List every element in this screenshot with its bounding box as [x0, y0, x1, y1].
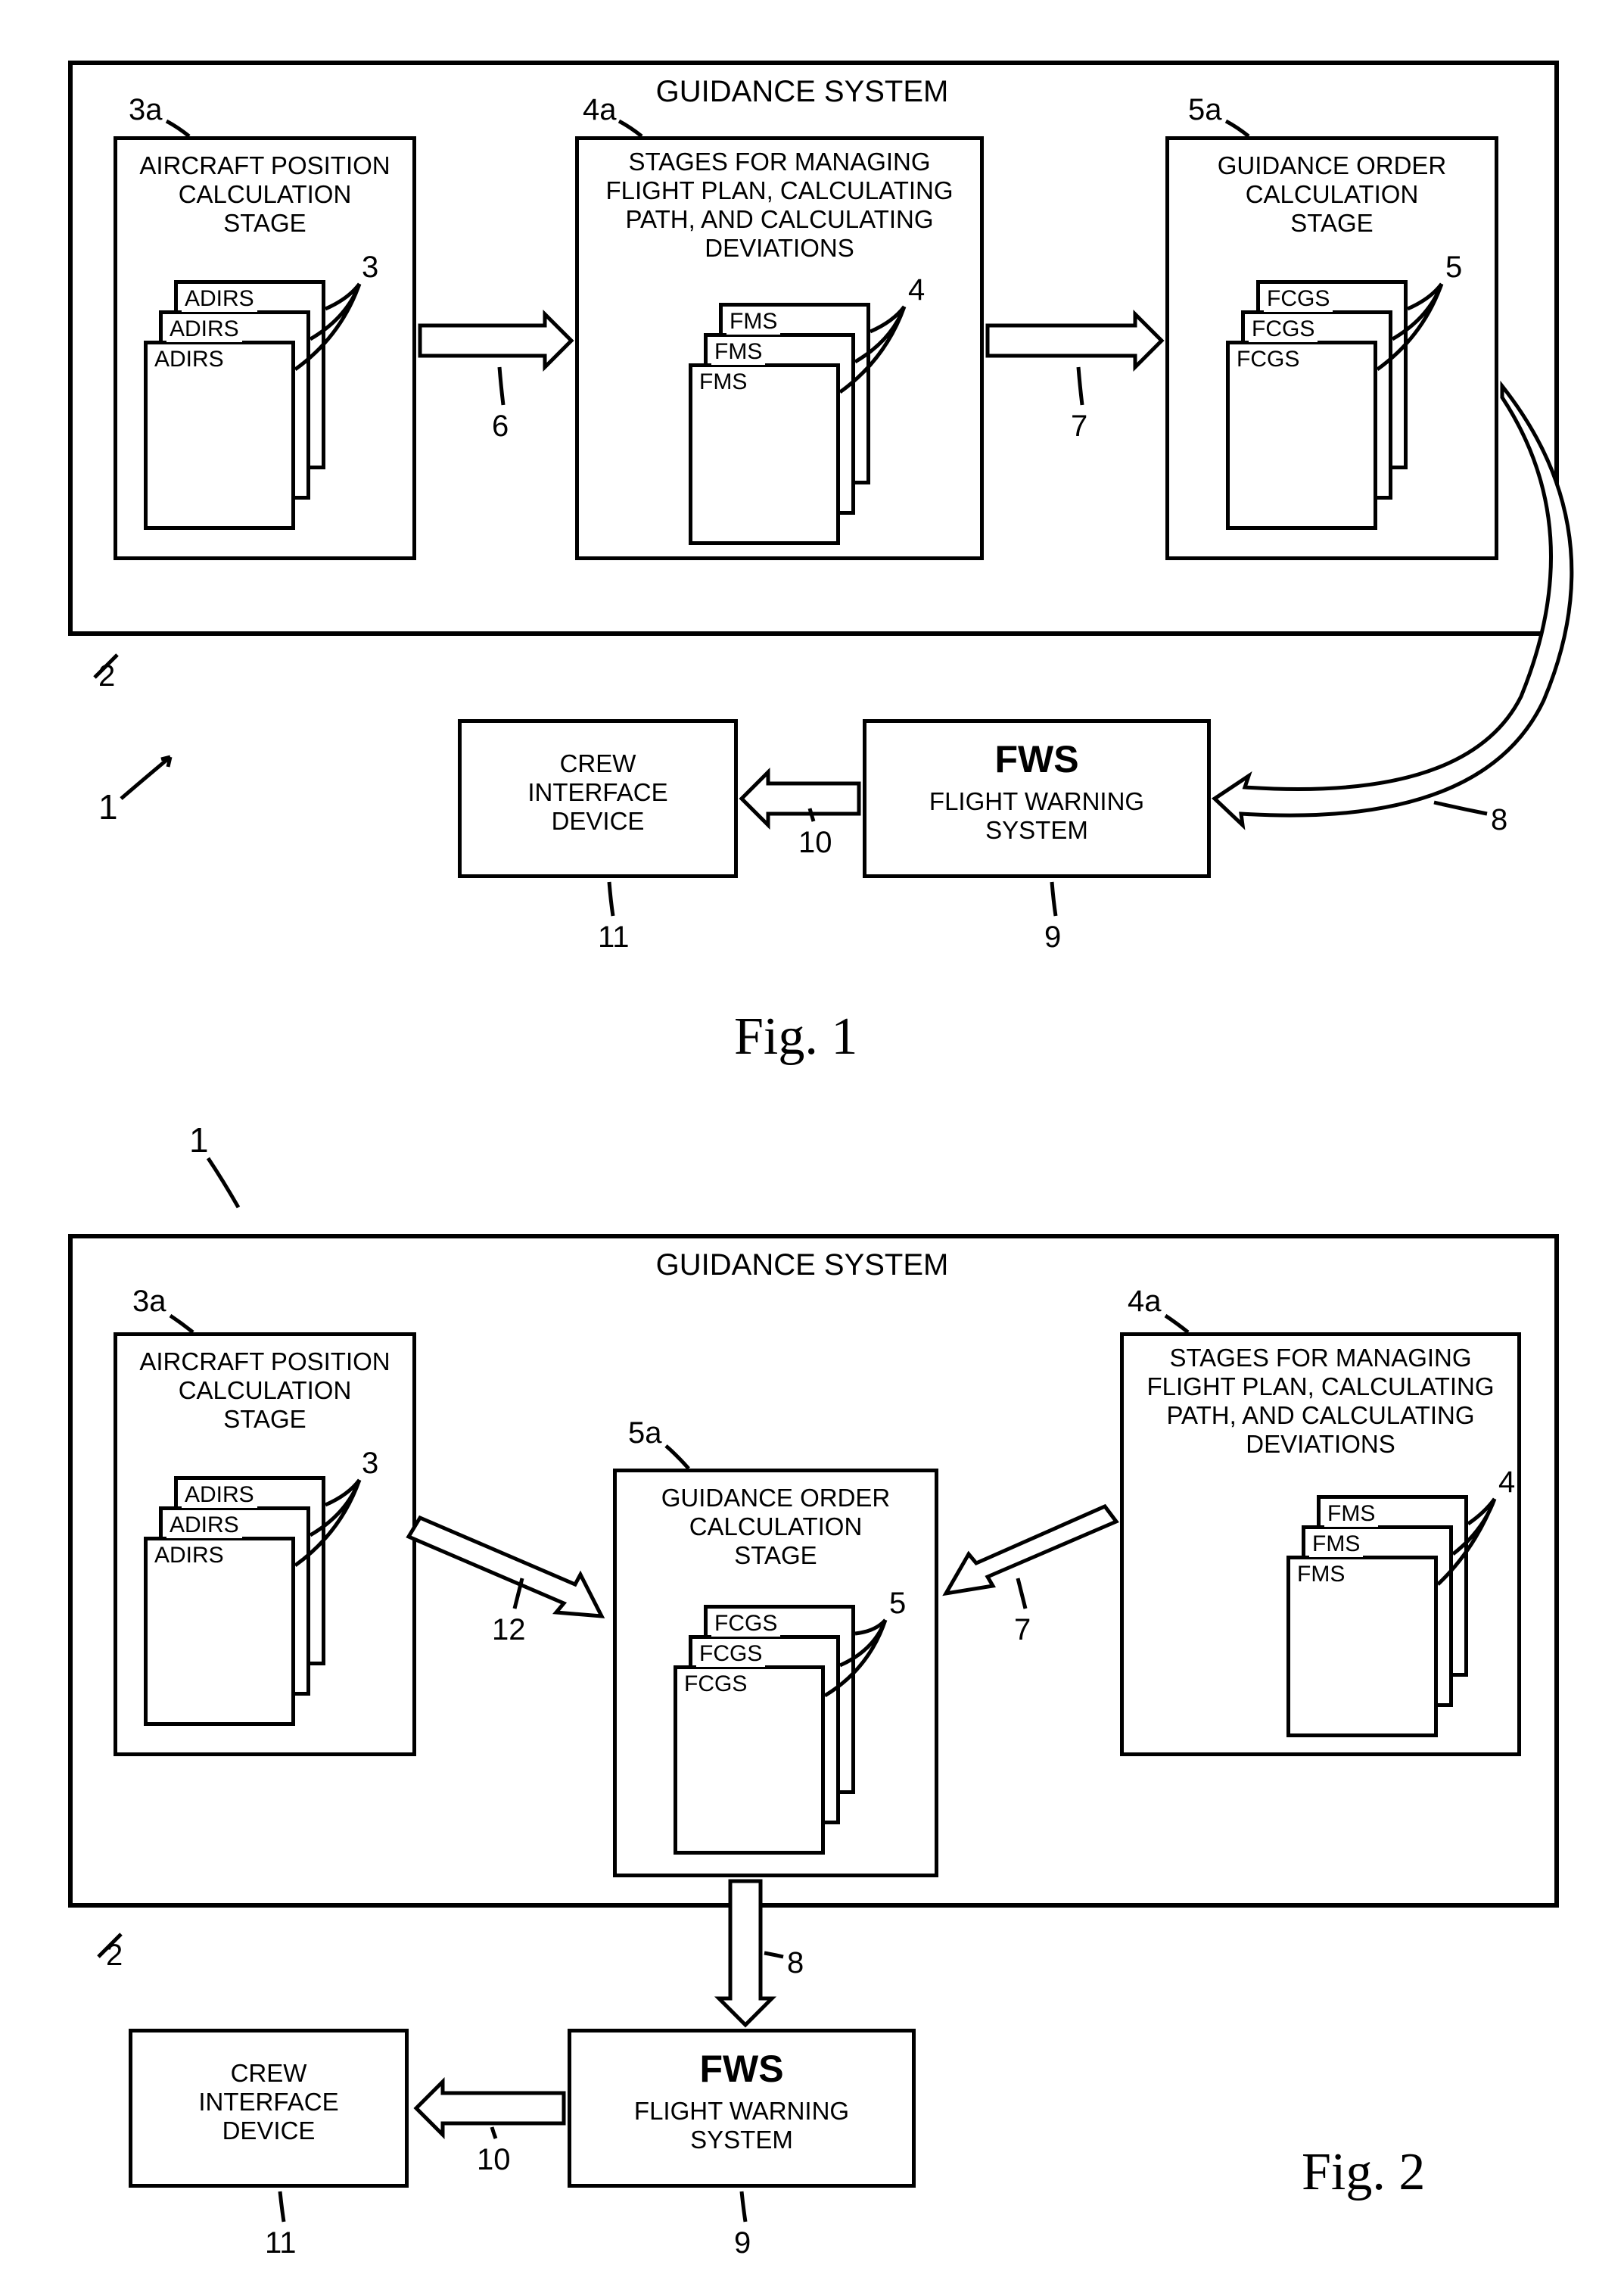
fig2-fcgs-label-2: FCGS — [696, 1641, 765, 1667]
fig2-ref-7: 7 — [1014, 1612, 1031, 1647]
fig1-ref-3: 3 — [362, 250, 378, 285]
fig1-ref-2: 2 — [98, 659, 115, 693]
fig1-label: Fig. 1 — [734, 1007, 857, 1067]
fig2-crew-title: CREW INTERFACE DEVICE — [129, 2059, 409, 2145]
fig2-ref-2: 2 — [106, 1938, 123, 1973]
fig1-guidance-title: GUIDANCE SYSTEM — [605, 74, 999, 109]
fig1-adirs-label-3: ADIRS — [182, 286, 257, 312]
fig2-stage3a-title: AIRCRAFT POSITION CALCULATION STAGE — [121, 1347, 409, 1434]
fig2-ref-4: 4 — [1498, 1465, 1515, 1500]
fig1-stage3a-title: AIRCRAFT POSITION CALCULATION STAGE — [121, 151, 409, 238]
fig1-crew-title: CREW INTERFACE DEVICE — [458, 749, 738, 836]
fig1-ref-5: 5 — [1445, 250, 1462, 285]
fig1-ref-3a: 3a — [129, 92, 163, 127]
fig1-adirs-label-2: ADIRS — [166, 316, 242, 342]
fig1-ref-4a: 4a — [583, 92, 617, 127]
fig1-ref-1: 1 — [98, 787, 118, 827]
fig1-fws-bold: FWS — [863, 738, 1211, 782]
fig2-ref-9: 9 — [734, 2226, 751, 2260]
fig2-ref-11: 11 — [265, 2226, 297, 2260]
fig1-ref-9: 9 — [1044, 920, 1061, 955]
fig2-fms-label-1: FMS — [1294, 1562, 1348, 1587]
fig1-ref-6: 6 — [492, 409, 509, 444]
fig2-fws-bold: FWS — [568, 2048, 916, 2092]
fig1-fcgs-label-3: FCGS — [1264, 286, 1333, 312]
fig2-fms-label-2: FMS — [1309, 1531, 1363, 1557]
fig1-fcgs-label-1: FCGS — [1234, 347, 1302, 372]
fig1-ref-11: 11 — [598, 920, 630, 955]
fig2-ref-12: 12 — [492, 1612, 526, 1647]
fig1-ref-4: 4 — [908, 273, 925, 307]
fig1-adirs-label-1: ADIRS — [151, 347, 227, 372]
fig1-fms-label-2: FMS — [711, 339, 765, 365]
fig1-ref-8: 8 — [1491, 802, 1507, 837]
fig1-ref-7: 7 — [1071, 409, 1087, 444]
fig1-fcgs-label-2: FCGS — [1249, 316, 1318, 342]
fig2-guidance-title: GUIDANCE SYSTEM — [605, 1248, 999, 1282]
fig2-label: Fig. 2 — [1302, 2142, 1425, 2203]
fig2-adirs-label-3: ADIRS — [182, 1482, 257, 1508]
fig1-stage4a-title: STAGES FOR MANAGING FLIGHT PLAN, CALCULA… — [583, 148, 976, 263]
fig1-fms-label-1: FMS — [696, 369, 750, 395]
fig2-ref-3a: 3a — [132, 1284, 166, 1319]
fig1-fws-title: FLIGHT WARNING SYSTEM — [863, 787, 1211, 845]
fig2-ref-3: 3 — [362, 1446, 378, 1481]
fig2-ref-10: 10 — [477, 2142, 511, 2177]
fig1-stage5a-title: GUIDANCE ORDER CALCULATION STAGE — [1173, 151, 1491, 238]
fig1-ref-5a: 5a — [1188, 92, 1222, 127]
fig2-stage4a-title: STAGES FOR MANAGING FLIGHT PLAN, CALCULA… — [1128, 1344, 1514, 1459]
fig2-ref-4a: 4a — [1128, 1284, 1162, 1319]
fig1-fms-label-3: FMS — [726, 309, 780, 335]
fig2-ref-8: 8 — [787, 1945, 804, 1980]
fig2-ref-5: 5 — [889, 1586, 906, 1621]
fig2-ref-1: 1 — [189, 1120, 209, 1160]
fig2-ref-5a: 5a — [628, 1416, 662, 1450]
page: GUIDANCE SYSTEM 3a AIRCRAFT POSITION CAL… — [0, 0, 1624, 2277]
fig2-fms-label-3: FMS — [1324, 1501, 1378, 1527]
fig2-adirs-label-2: ADIRS — [166, 1512, 242, 1538]
fig2-fws-title: FLIGHT WARNING SYSTEM — [568, 2097, 916, 2154]
fig2-adirs-label-1: ADIRS — [151, 1543, 227, 1568]
fig2-fcgs-label-3: FCGS — [711, 1611, 780, 1637]
fig2-stage5a-title: GUIDANCE ORDER CALCULATION STAGE — [621, 1484, 931, 1570]
fig1-ref-10: 10 — [798, 825, 832, 860]
fig2-fcgs-label-1: FCGS — [681, 1671, 750, 1697]
